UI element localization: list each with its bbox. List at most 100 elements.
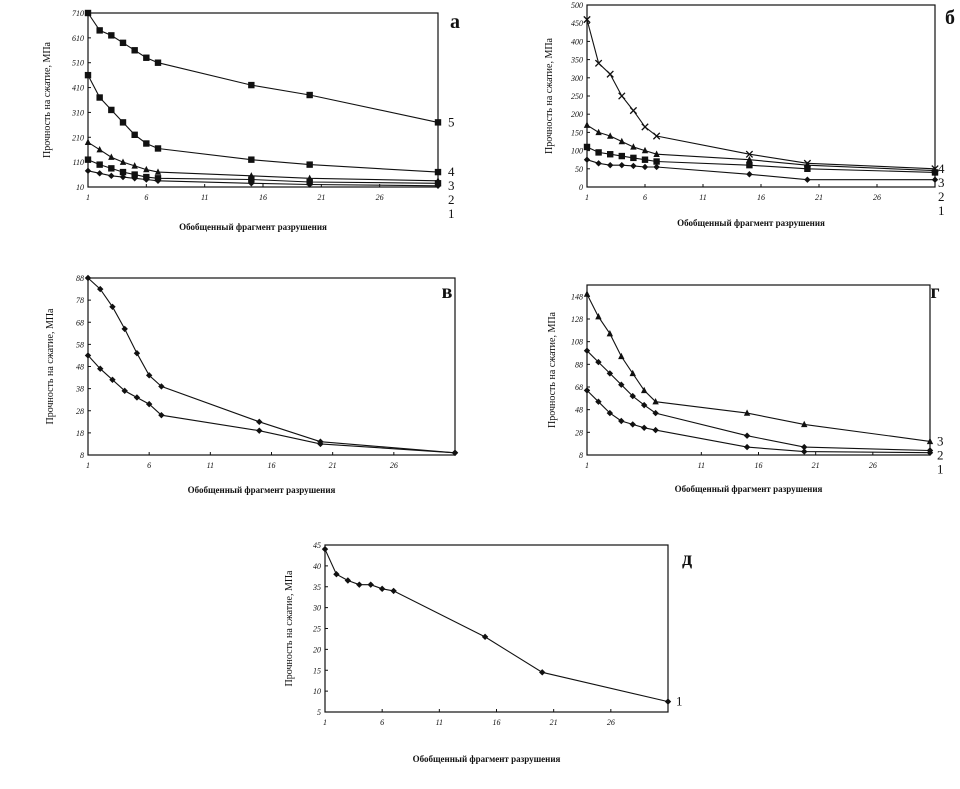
data-point — [583, 143, 591, 151]
data-point — [595, 358, 602, 366]
x-tick-label: 21 — [329, 461, 337, 470]
y-tick-label: 710 — [72, 9, 84, 18]
x-tick-label: 11 — [699, 193, 706, 202]
data-point — [743, 443, 751, 451]
data-point — [595, 398, 602, 405]
series-line-5 — [87, 12, 439, 123]
data-point — [606, 70, 614, 78]
data-point — [158, 383, 165, 390]
data-point — [606, 370, 614, 377]
y-tick-label: 8 — [579, 451, 583, 460]
x-tick-label: 6 — [643, 193, 647, 202]
data-point — [618, 161, 625, 169]
data-point — [248, 180, 255, 187]
data-point — [618, 92, 626, 100]
data-point — [154, 177, 162, 184]
data-point — [333, 571, 340, 578]
y-tick-label: 28 — [575, 428, 583, 437]
data-point — [84, 71, 92, 79]
x-axis-label: Обобщенный фрагмент разрушения — [188, 485, 336, 495]
x-tick-label: 26 — [376, 193, 384, 202]
data-point — [931, 176, 939, 183]
x-tick-label: 26 — [873, 193, 881, 202]
data-point — [641, 146, 649, 154]
data-point — [356, 581, 363, 588]
y-tick-label: 28 — [76, 407, 84, 416]
series-line-3 — [586, 293, 931, 442]
y-tick-label: 310 — [71, 108, 84, 117]
data-point — [595, 313, 602, 320]
data-point — [606, 409, 614, 417]
series-number-label: 5 — [448, 114, 455, 129]
data-point — [653, 163, 660, 171]
y-tick-label: 108 — [571, 338, 583, 347]
data-point — [801, 420, 808, 428]
x-tick-label: 16 — [493, 718, 501, 727]
data-point — [607, 161, 614, 169]
data-point — [143, 140, 150, 147]
data-point — [344, 577, 352, 584]
series-number-label: 4 — [448, 164, 455, 179]
panel-letter: а — [450, 11, 460, 33]
series-line-1 — [87, 170, 439, 187]
series-line-3 — [586, 124, 936, 172]
data-point — [378, 585, 386, 593]
data-point — [629, 421, 636, 428]
data-point — [84, 9, 92, 17]
data-point — [306, 161, 313, 168]
x-tick-label: 26 — [607, 718, 615, 727]
data-point — [641, 163, 649, 171]
data-point — [583, 347, 591, 354]
plot-frame — [586, 284, 931, 456]
data-point — [84, 352, 92, 359]
data-point — [641, 123, 649, 131]
data-point — [804, 176, 811, 183]
y-tick-label: 88 — [575, 360, 583, 369]
data-point — [618, 417, 625, 425]
data-point — [583, 387, 591, 394]
series-number-label: 1 — [938, 203, 945, 218]
x-tick-label: 16 — [757, 193, 765, 202]
series-line-1 — [586, 390, 931, 454]
series-number-label: 2 — [448, 192, 455, 207]
panel-letter: б — [945, 7, 955, 29]
data-point — [746, 156, 753, 163]
data-point — [119, 173, 127, 181]
series-line-2 — [586, 350, 931, 452]
data-point — [664, 698, 672, 705]
series-number-label: 1 — [676, 694, 683, 709]
data-point — [745, 150, 754, 158]
data-point — [653, 150, 660, 157]
data-point — [109, 376, 116, 383]
data-point — [96, 94, 103, 101]
y-tick-label: 40 — [313, 562, 321, 571]
data-point — [143, 176, 150, 183]
series-number-label: 2 — [937, 447, 944, 462]
data-point — [801, 443, 808, 451]
series-line-1 — [324, 548, 669, 703]
series-line-4 — [87, 74, 439, 173]
data-point — [630, 154, 637, 162]
y-tick-label: 150 — [571, 128, 583, 137]
x-tick-label: 21 — [812, 461, 820, 470]
x-tick-label: 26 — [390, 461, 398, 470]
data-point — [618, 152, 625, 160]
y-tick-label: 25 — [313, 625, 321, 634]
data-point — [583, 121, 591, 128]
data-point — [618, 352, 625, 360]
panel-letter: в — [442, 281, 453, 303]
data-point — [607, 132, 614, 139]
x-tick-label: 26 — [869, 461, 877, 470]
y-axis-label: Прочность на сжатие, МПа — [544, 37, 555, 154]
y-tick-label: 10 — [76, 183, 84, 192]
data-point — [640, 424, 648, 431]
x-tick-label: 11 — [201, 193, 208, 202]
y-tick-label: 5 — [317, 708, 321, 717]
x-axis-label: Обобщенный фрагмент разрушения — [413, 754, 561, 764]
data-point — [618, 137, 625, 145]
data-point — [97, 365, 104, 372]
